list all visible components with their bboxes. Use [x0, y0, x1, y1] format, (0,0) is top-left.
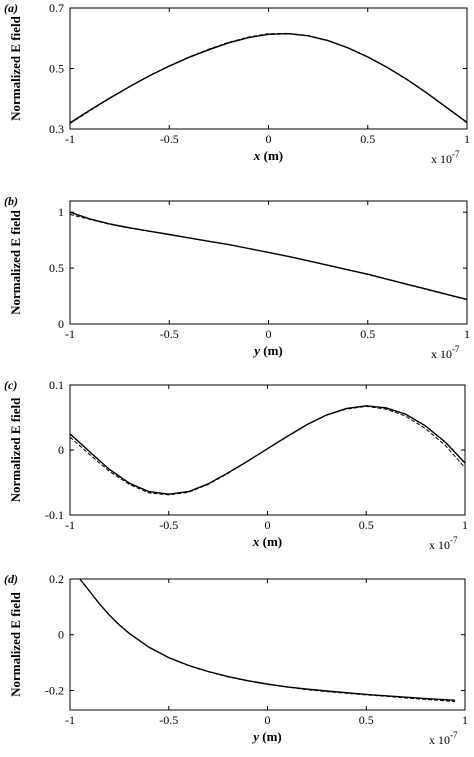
axes-box: [69, 200, 468, 325]
x-exponent-base: x 10: [431, 347, 452, 361]
x-exponent-base: x 10: [429, 538, 450, 552]
x-tick-label: 1: [462, 518, 468, 532]
y-axis-label: Normalized E field: [8, 15, 23, 120]
panel-label: (c): [4, 378, 17, 392]
y-axis-label: Normalized E field: [8, 591, 23, 696]
x-exponent-power: -7: [452, 149, 460, 159]
y-axis-label: Normalized E field: [8, 209, 23, 314]
x-tick-label: 0: [266, 132, 272, 146]
axes-box: [69, 384, 466, 516]
x-axis-exponent: x 10-7: [431, 149, 460, 166]
x-tick-label: -0.5: [160, 132, 179, 146]
x-axis-exponent: x 10-7: [431, 344, 460, 361]
y-tick-label: 0.7: [49, 1, 64, 15]
y-tick-label: 0.3: [49, 122, 64, 136]
x-axis-label: x (m): [252, 534, 282, 549]
x-tick-label: -0.5: [159, 713, 178, 727]
y-tick-label: 0: [58, 628, 64, 642]
x-tick-label: 1: [464, 132, 470, 146]
y-axis-label: Normalized E field: [8, 397, 23, 502]
series-line-dashed: [79, 578, 456, 703]
series-line-solid: [69, 211, 468, 301]
panel-label: (d): [4, 572, 18, 586]
panel-0: -1 -0.5 0 0.5 1 0.3 0.5 0.7 x (m) x 10-7 Normalize…: [4, 1, 470, 166]
x-tick-label: -1: [65, 132, 75, 146]
axes-box: [69, 578, 466, 711]
x-axis-label: y (m): [251, 729, 282, 744]
x-tick-label: -1: [65, 518, 75, 532]
series-line-solid: [79, 578, 456, 701]
series-line-dashed: [69, 32, 468, 125]
x-axis-unit: (m): [260, 343, 283, 358]
x-axis-exponent: x 10-7: [429, 535, 458, 552]
y-tick-label: -0.2: [45, 683, 64, 697]
y-tick-label: 0: [58, 317, 64, 331]
x-exponent-base: x 10: [431, 152, 452, 166]
x-exponent-power: -7: [452, 344, 460, 354]
series-line-dashed: [69, 213, 468, 301]
y-tick-label: 0.2: [49, 572, 64, 586]
x-tick-label: -1: [65, 713, 75, 727]
y-tick-label: 0: [58, 443, 64, 457]
x-axis-variable: y: [252, 343, 260, 358]
panel-3: -1 -0.5 0 0.5 1 -0.2 0 0.2 y (m) x 10-7 Normalized…: [4, 572, 468, 747]
series-line-solid: [69, 405, 466, 495]
x-exponent-power: -7: [450, 730, 458, 740]
panel-label: (a): [4, 1, 18, 15]
y-tick-label: 0.1: [49, 378, 64, 392]
x-tick-label: 0.5: [359, 713, 374, 727]
series-line-dashed: [69, 405, 466, 496]
y-tick-label: 1: [58, 205, 64, 219]
panel-1: -1 -0.5 0 0.5 1 0 0.5 1 y (m) x 10-7 Normalized E …: [4, 194, 470, 361]
x-tick-label: 0.5: [360, 327, 375, 341]
x-exponent-base: x 10: [429, 733, 450, 747]
x-axis-unit: (m): [260, 148, 283, 163]
x-tick-label: 0.5: [359, 518, 374, 532]
x-exponent-power: -7: [450, 535, 458, 545]
x-axis-exponent: x 10-7: [429, 730, 458, 747]
x-axis-variable: y: [251, 729, 259, 744]
x-tick-label: 0: [265, 713, 271, 727]
series-line-solid: [69, 32, 468, 124]
x-axis-unit: (m): [259, 534, 282, 549]
y-tick-label: 0.5: [49, 62, 64, 76]
panel-2: -1 -0.5 0 0.5 1 -0.1 0 0.1 x (m) x 10-7 Normalized…: [4, 378, 468, 552]
x-tick-label: 0: [265, 518, 271, 532]
x-tick-label: -0.5: [160, 327, 179, 341]
x-tick-label: 0: [266, 327, 272, 341]
x-tick-label: -0.5: [159, 518, 178, 532]
y-tick-label: 0.5: [49, 261, 64, 275]
x-axis-label: x (m): [253, 148, 283, 163]
x-axis-variable: x: [253, 148, 261, 163]
x-axis-variable: x: [252, 534, 260, 549]
panel-label: (b): [4, 194, 18, 208]
x-axis-label: y (m): [252, 343, 283, 358]
x-axis-unit: (m): [259, 729, 282, 744]
y-tick-label: -0.1: [45, 508, 64, 522]
x-tick-label: 1: [464, 327, 470, 341]
x-tick-label: 1: [462, 713, 468, 727]
axes-box: [69, 7, 468, 130]
x-tick-label: -1: [65, 327, 75, 341]
x-tick-label: 0.5: [360, 132, 375, 146]
